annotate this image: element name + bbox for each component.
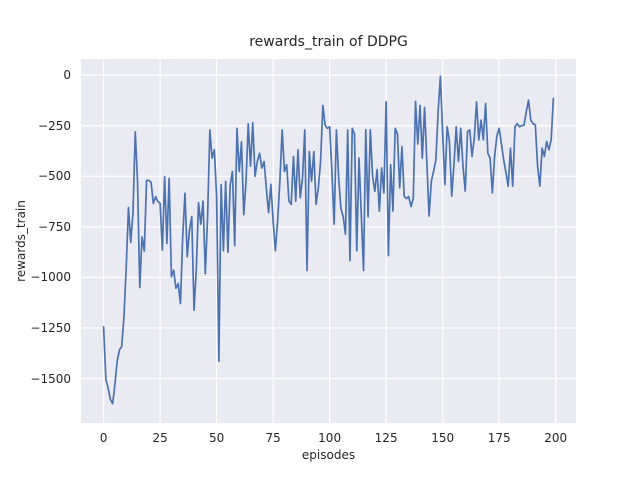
y-tick-label: 0 <box>63 68 71 83</box>
plot-area <box>81 59 576 423</box>
x-axis-label: episodes <box>301 448 356 462</box>
y-tick-label: −1250 <box>30 320 71 335</box>
y-tick-label: −750 <box>38 219 71 234</box>
x-tick-label: 200 <box>544 431 568 445</box>
gridlines <box>81 59 576 423</box>
y-tick-label: −1000 <box>30 270 71 285</box>
series-line-rewards_train <box>102 75 555 405</box>
x-tick-label: 50 <box>208 431 225 445</box>
data-line <box>102 75 555 405</box>
x-tick-label: 0 <box>99 431 108 445</box>
x-tick-label: 150 <box>431 431 455 445</box>
chart-title: rewards_train of DDPG <box>249 34 408 50</box>
y-tick-label: −500 <box>38 169 71 184</box>
line-chart-svg <box>81 59 576 423</box>
x-tick-label: 75 <box>265 431 281 445</box>
y-tick-label: −1500 <box>30 371 71 386</box>
x-tick-label: 125 <box>374 431 398 445</box>
y-axis-label: rewards_train <box>14 200 28 282</box>
x-tick-label: 25 <box>152 431 168 445</box>
x-tick-label: 100 <box>318 431 342 445</box>
x-tick-label: 175 <box>487 431 511 445</box>
y-tick-label: −250 <box>38 118 71 133</box>
